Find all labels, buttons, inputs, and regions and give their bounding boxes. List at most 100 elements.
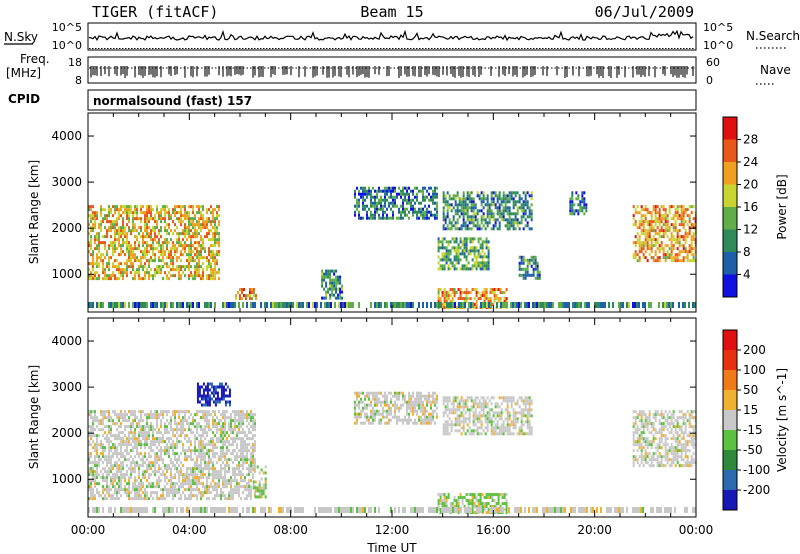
colorbar-box	[723, 490, 737, 510]
cpid-label: CPID	[8, 92, 40, 106]
velocity-colorbar: 200 100 50 15 -15 -50 -100 -200 Velocity [m s^-…	[722, 329, 789, 511]
x-axis-label: Time UT	[366, 541, 417, 554]
colorbar-tick-label: 20	[743, 178, 758, 192]
freq-bars	[90, 66, 694, 78]
nave-tick-bottom: 0	[706, 74, 713, 87]
y-tick-label: 1000	[51, 267, 82, 281]
colorbar-box	[723, 229, 737, 252]
freq-strip: Freq. [MHz] 18 8 60 0 Nave	[6, 52, 791, 87]
nsky-frame	[87, 22, 697, 51]
colorbar-box	[723, 370, 737, 390]
cpid-strip: CPID normalsound (fast) 157	[8, 89, 697, 111]
velocity-colorbar-label: Velocity [m s^-1]	[775, 368, 789, 472]
colorbar-box	[723, 274, 737, 297]
colorbar-tick-label: 50	[743, 383, 758, 397]
radar-title: TIGER (fitACF)	[92, 3, 218, 21]
velocity-colorbar-ticks: 200 100 50 15 -15 -50 -100 -200	[737, 343, 770, 497]
colorbar-box	[723, 390, 737, 410]
colorbar-tick-label: 24	[743, 155, 758, 169]
cpid-frame	[87, 89, 697, 111]
colorbar-tick-label: 100	[743, 363, 766, 377]
nsky-tick-bottom: 10^0	[52, 39, 82, 52]
beam-title: Beam 15	[360, 3, 423, 21]
data-region	[88, 410, 256, 501]
colorbar-tick-label: 200	[743, 343, 766, 357]
y-tick-label: 4000	[51, 129, 82, 143]
velocity-colorbar-frame	[722, 329, 738, 511]
data-region	[234, 288, 257, 301]
colorbar-box	[723, 350, 737, 370]
freq-label: Freq.	[20, 52, 50, 66]
nave-tick-top: 60	[706, 56, 720, 69]
nave-label: Nave	[760, 63, 791, 77]
data-region	[442, 396, 533, 436]
cpid-text: normalsound (fast) 157	[93, 94, 252, 108]
colorbar-box	[723, 162, 737, 185]
power-colorbar-boxes	[723, 117, 737, 297]
velocity-ylabel: Slant Range [km]	[27, 365, 41, 469]
colorbar-tick-label: 12	[743, 223, 758, 237]
nsearch-tick-top: 10^5	[703, 21, 733, 34]
data-region	[252, 465, 267, 499]
colorbar-tick-label: 16	[743, 200, 758, 214]
colorbar-box	[723, 252, 737, 275]
velocity-data	[88, 382, 697, 515]
power-x-ticks	[87, 113, 697, 312]
freq-frame	[87, 56, 697, 84]
x-tick-label: 20:00	[577, 523, 612, 537]
y-tick-label: 4000	[51, 334, 82, 348]
data-region	[437, 237, 490, 271]
x-tick-label: 04:00	[172, 523, 207, 537]
power-colorbar: 4 8 12 16 20 24 28 Power [dB]	[722, 116, 789, 298]
colorbar-box	[723, 410, 737, 430]
date-title: 06/Jul/2009	[595, 3, 694, 21]
near-range-scatter	[88, 302, 696, 308]
data-region	[354, 391, 438, 425]
data-region	[321, 269, 344, 300]
colorbar-box	[723, 450, 737, 470]
nsearch-label: N.Search	[746, 29, 800, 43]
y-tick-label: 2000	[51, 221, 82, 235]
data-region	[518, 255, 541, 280]
velocity-panel: 1000 2000 3000 4000 00:00 04:00 08:00 12:00 16:…	[27, 317, 714, 554]
colorbar-tick-label: -100	[743, 463, 770, 477]
colorbar-box	[723, 207, 737, 230]
velocity-colorbar-boxes	[723, 330, 737, 510]
power-ylabel: Slant Range [km]	[27, 160, 41, 264]
freq-tick-bottom: 8	[75, 74, 82, 87]
x-tick-label: 00:00	[71, 523, 106, 537]
freq-tick-top: 18	[68, 56, 82, 69]
data-region	[88, 205, 220, 281]
colorbar-box	[723, 470, 737, 490]
y-tick-label: 3000	[51, 175, 82, 189]
x-tick-label: 00:00	[679, 523, 714, 537]
x-tick-label: 08:00	[273, 523, 308, 537]
colorbar-tick-label: -200	[743, 483, 770, 497]
power-data	[88, 186, 697, 310]
colorbar-box	[723, 430, 737, 450]
data-region	[632, 205, 697, 263]
colorbar-tick-label: 28	[743, 133, 758, 147]
data-region	[442, 191, 533, 231]
power-y-axis: 1000 2000 3000 4000	[51, 129, 696, 281]
y-tick-label: 1000	[51, 472, 82, 486]
data-region	[354, 186, 438, 220]
colorbar-tick-label: 15	[743, 403, 758, 417]
colorbar-box	[723, 330, 737, 350]
colorbar-box	[723, 139, 737, 162]
colorbar-tick-label: -50	[743, 443, 763, 457]
colorbar-box	[723, 117, 737, 140]
nsky-tick-top: 10^5	[52, 21, 82, 34]
x-tick-label: 12:00	[375, 523, 410, 537]
nsky-line	[88, 29, 694, 42]
colorbar-tick-label: 8	[743, 245, 751, 259]
power-colorbar-ticks: 4 8 12 16 20 24 28	[737, 133, 758, 282]
x-tick-label: 16:00	[476, 523, 511, 537]
freq-unit: [MHz]	[6, 66, 41, 80]
power-panel: 1000 2000 3000 4000 Slant Range [km]	[27, 112, 697, 313]
nsky-strip: N.Sky 10^5 10^0 10^5 10^0 N.Search	[4, 21, 800, 52]
y-tick-label: 2000	[51, 426, 82, 440]
freq-trace	[89, 66, 695, 78]
nsearch-tick-bottom: 10^0	[703, 39, 733, 52]
